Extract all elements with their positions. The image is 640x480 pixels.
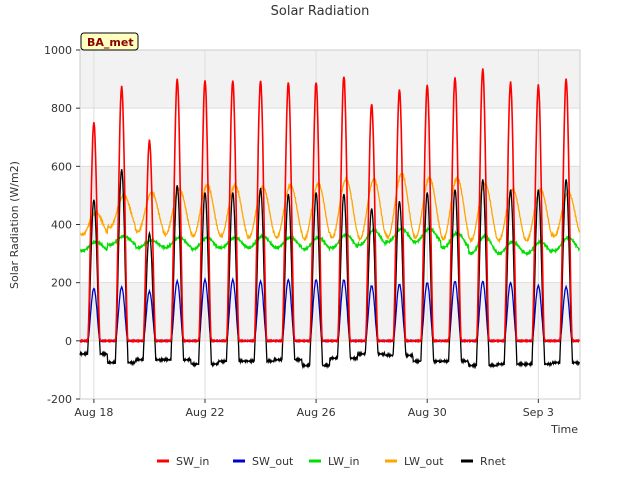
x-tick-label: Aug 22 [186, 406, 225, 419]
x-tick-label: Aug 26 [297, 406, 336, 419]
series-line-rnet [79, 169, 581, 370]
x-tick-label: Aug 30 [408, 406, 447, 419]
y-axis-label: Solar Radiation (W/m2) [8, 161, 21, 289]
y-tick-label: 200 [51, 277, 72, 290]
plot-band [80, 282, 580, 341]
legend-label-sw_in: SW_in [176, 455, 209, 468]
plot-background [80, 50, 580, 399]
legend-label-lw_in: LW_in [328, 455, 360, 468]
station-badge: BA_met [80, 32, 139, 51]
x-tick-label: Sep 3 [523, 406, 554, 419]
y-axis-ticks: -200 0 200 400 600 800 1000 [44, 44, 80, 406]
x-tick-label: Aug 18 [74, 406, 113, 419]
y-tick-label: 1000 [44, 44, 72, 57]
plot-band [80, 166, 580, 225]
plot-band [80, 50, 580, 109]
legend-label-lw_out: LW_out [404, 455, 444, 468]
plot-band [80, 340, 580, 399]
y-tick-label: 0 [65, 335, 72, 348]
y-tick-label: 600 [51, 160, 72, 173]
series-line-lw_in [79, 225, 581, 257]
x-axis-ticks: Aug 18 Aug 22 Aug 26 Aug 30 Sep 3 [74, 399, 554, 419]
legend-label-sw_out: SW_out [252, 455, 294, 468]
y-tick-label: 400 [51, 219, 72, 232]
station-badge-label: BA_met [87, 36, 134, 49]
series-line-lw_out [79, 171, 581, 244]
x-axis-label: Time [550, 423, 578, 436]
legend-label-rnet: Rnet [480, 455, 506, 468]
legend: SW_in SW_out LW_in LW_out Rnet [157, 455, 506, 468]
series-layer [79, 68, 581, 370]
series-line-sw_in [79, 68, 581, 345]
y-tick-label: -200 [47, 393, 72, 406]
chart-title: Solar Radiation [271, 4, 370, 19]
y-tick-label: 800 [51, 102, 72, 115]
plot-band [80, 108, 580, 167]
